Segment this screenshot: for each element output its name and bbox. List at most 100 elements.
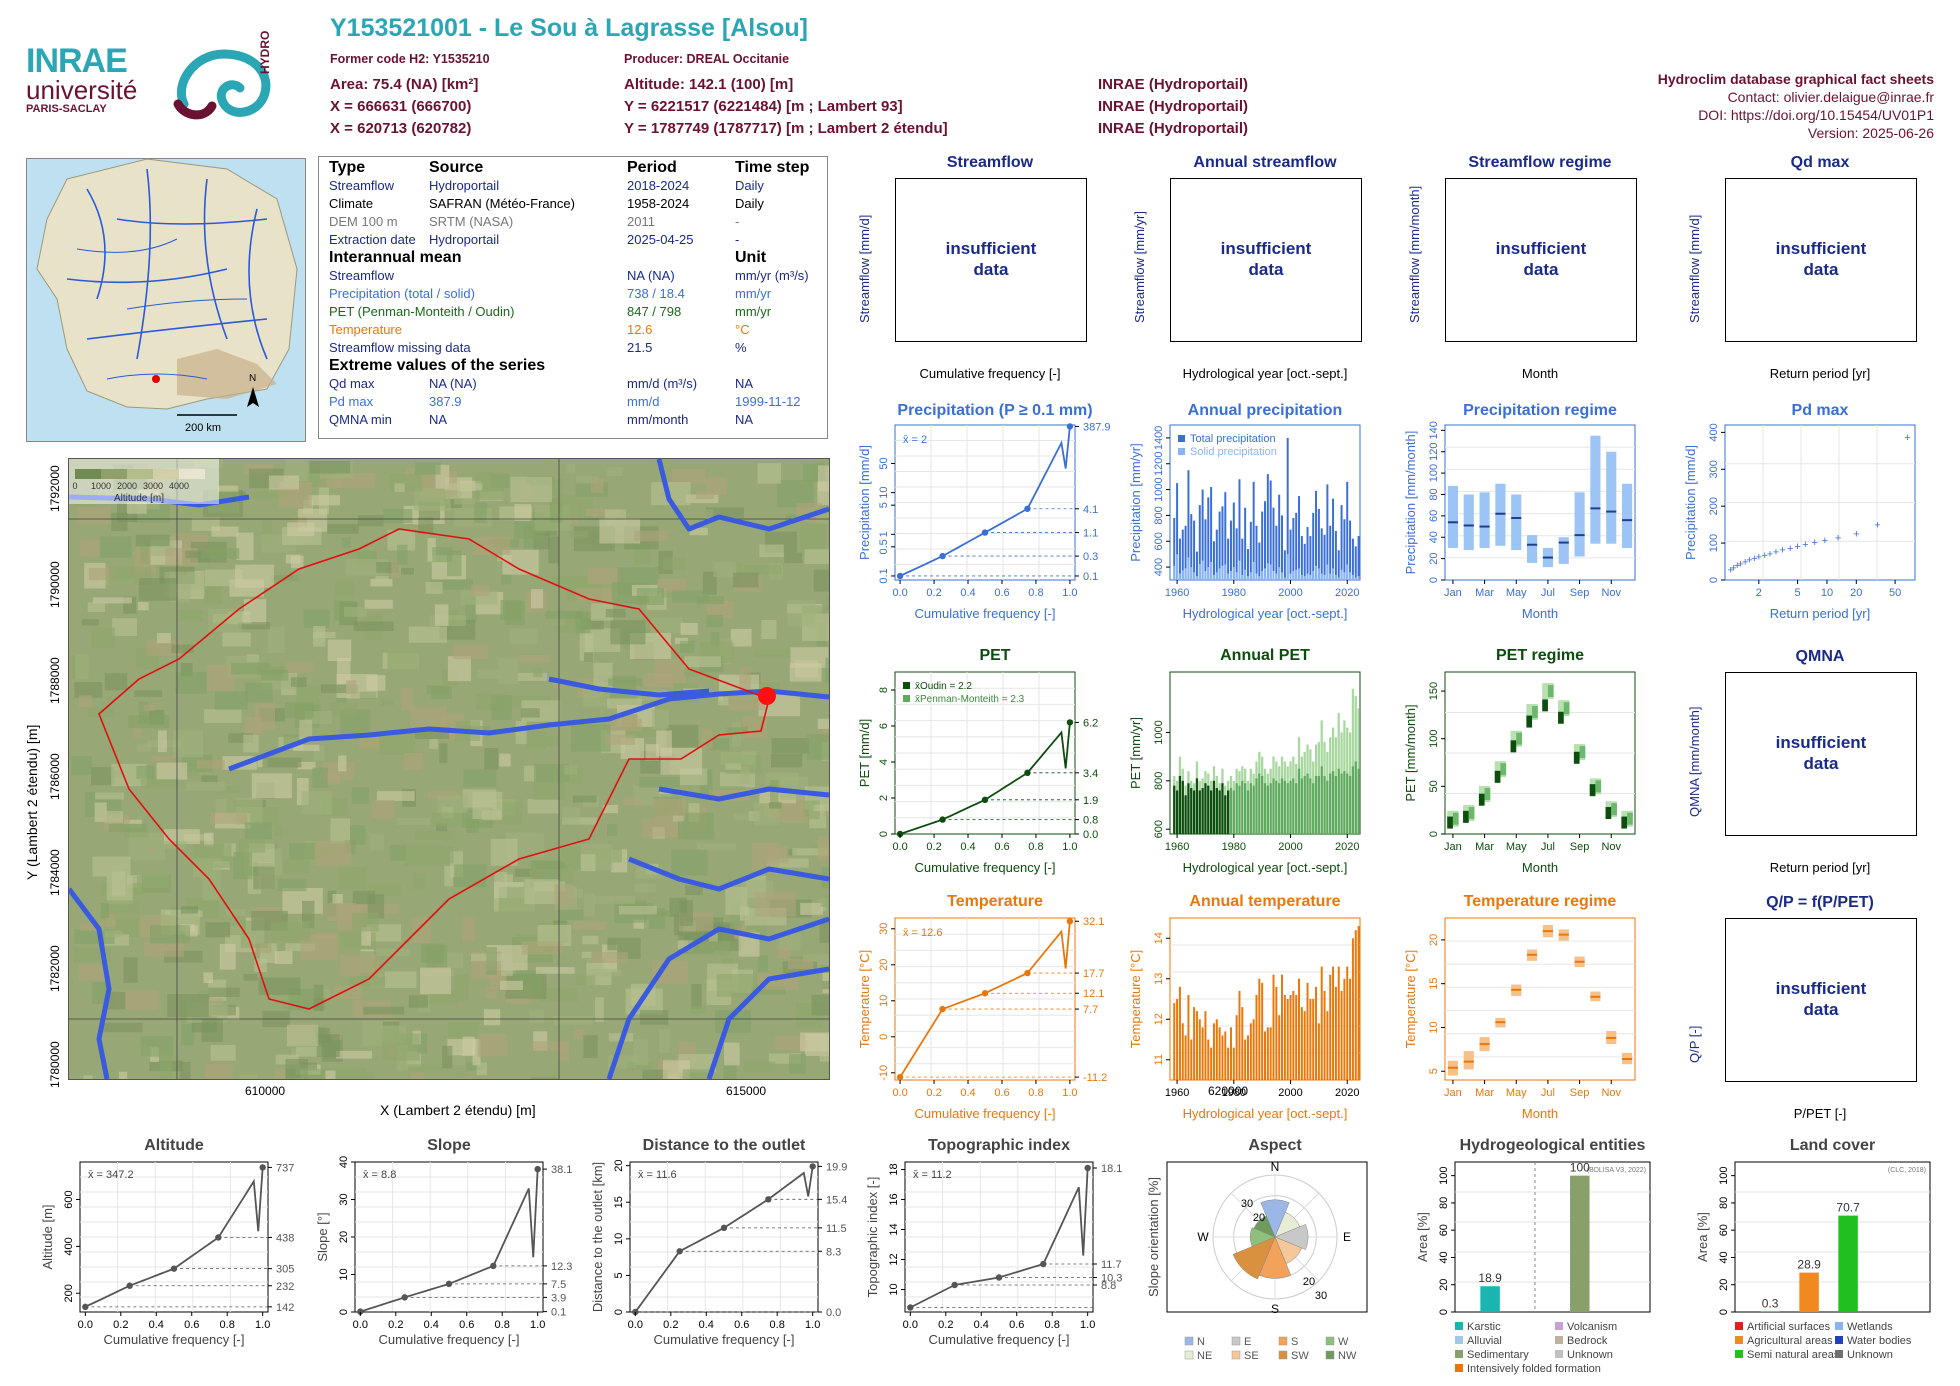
quantile-point (896, 572, 904, 580)
quantile-point (1040, 1260, 1047, 1268)
streamflow_regime-ylabel: Streamflow [mm/month] (1407, 185, 1422, 323)
terrain-patch (180, 663, 193, 677)
oudin-bar (1329, 773, 1332, 834)
y-tick-label: 100 (1428, 730, 1440, 748)
terrain-patch (181, 1023, 195, 1046)
bar (1193, 1007, 1196, 1080)
snow-bar (1292, 570, 1295, 580)
y-tick-label: 60 (1438, 1224, 1450, 1236)
terrain-patch (74, 682, 103, 698)
x-tick-label: May (1506, 841, 1527, 853)
oudin-box (1573, 751, 1580, 764)
snow-bar (1278, 567, 1281, 580)
oudin-bar (1201, 788, 1204, 834)
penman-median-box (1627, 812, 1633, 825)
snow-bar (1281, 572, 1284, 580)
ylabel: Slope orientation [%] (1146, 1177, 1161, 1297)
terrain-patch (437, 795, 468, 814)
bar (1332, 966, 1335, 1080)
y-tick-label: 800 (1153, 506, 1165, 524)
snow-bar (1255, 573, 1258, 580)
terrain-patch (675, 637, 688, 644)
legend-swatch (1231, 1350, 1241, 1360)
terrain-patch (521, 708, 540, 718)
x-tick-label: 0.6 (1009, 1319, 1024, 1331)
france-overview-map: 200 km N (26, 158, 306, 442)
bar (1317, 1023, 1320, 1080)
x-tick-label: 2020 (1335, 1087, 1359, 1099)
y-tick-label: 16 (888, 1193, 900, 1205)
mean-label: x̄ = 11.2 (913, 1169, 952, 1181)
y-tick-label: 100 (1708, 534, 1720, 552)
interannual-row-cell: % (735, 340, 747, 355)
snow-bar (1173, 565, 1176, 580)
extreme-row-cell: NA (735, 412, 754, 427)
interannual-title: Interannual mean (329, 249, 462, 266)
terrain-patch (330, 818, 351, 844)
bar (1283, 994, 1286, 1080)
legend-swatch (1555, 1322, 1563, 1330)
y-tick-label: 50 (878, 457, 890, 469)
mean-label: x̄ = 11.6 (638, 1169, 677, 1181)
oudin-box (1478, 793, 1485, 806)
oudin-box (1589, 784, 1596, 797)
plot-frame (1734, 1161, 1931, 1313)
terrain-patch (787, 958, 814, 969)
y-tick-label: 2 (878, 795, 890, 801)
terrain-patch (401, 567, 414, 575)
terrain-patch (368, 884, 402, 897)
bar (1229, 1027, 1232, 1080)
oudin-bar (1207, 785, 1210, 834)
quantile-point (939, 552, 946, 560)
terrain-patch (771, 753, 803, 768)
penman-median-box (1595, 780, 1602, 793)
oudin-bar (1187, 783, 1190, 834)
x-tick-label: 0.4 (960, 841, 975, 853)
terrain-patch (214, 691, 248, 710)
oudin-box (1605, 807, 1612, 820)
y-tick-label: 0 (878, 831, 890, 837)
streamflow_regime-panel: insufficient data (1445, 178, 1637, 342)
x-tick-label: 0.8 (1028, 587, 1043, 599)
legend-label: W (1338, 1336, 1349, 1348)
terrain-patch (666, 724, 699, 748)
x-tick-label: 0.2 (926, 1087, 941, 1099)
right-tick-label: 12.1 (1083, 988, 1104, 1000)
x-tick-label: 1.0 (805, 1319, 820, 1331)
interannual-row-cell: NA (NA) (627, 268, 675, 283)
oudin-bar (1252, 785, 1255, 834)
terrain-patch (207, 987, 240, 997)
terrain-patch (104, 930, 123, 937)
penman-median-box (1547, 685, 1554, 698)
extreme-row-cell: mm/d (627, 394, 660, 409)
terrain-patch (341, 537, 351, 549)
former-code: Former code H2: Y1535210 (330, 52, 490, 66)
terrain-patch (200, 548, 240, 559)
oudin-bar (1195, 778, 1199, 834)
terrain-patch (417, 1033, 428, 1054)
bar (1292, 990, 1295, 1080)
ylabel: PET [mm/d] (857, 719, 872, 787)
snow-bar (1298, 568, 1301, 580)
terrain-patch (104, 934, 130, 946)
terrain-patch (95, 792, 124, 800)
y-tick-label: 80 (1428, 488, 1440, 500)
terrain-patch (118, 1071, 128, 1079)
y-tick-label: 600 (63, 1190, 75, 1208)
bar (1309, 999, 1312, 1080)
terrain-patch (659, 1029, 671, 1053)
terrain-patch (759, 544, 784, 558)
y-tick-label: 400 (63, 1237, 75, 1255)
quantile-point (951, 1281, 958, 1289)
oudin-bar (1229, 788, 1233, 834)
terrain-patch (607, 698, 642, 709)
x-tick-label: 1.0 (530, 1319, 545, 1331)
terrain-patch (366, 675, 386, 691)
terrain-patch (156, 762, 188, 780)
terrain-patch (572, 921, 606, 931)
terrain-patch (111, 769, 123, 778)
info-row-cell: 2025-04-25 (627, 232, 694, 247)
y-tick-label: 4 (878, 759, 890, 765)
legend-swatch (1835, 1336, 1843, 1344)
terrain-patch (554, 1015, 594, 1025)
